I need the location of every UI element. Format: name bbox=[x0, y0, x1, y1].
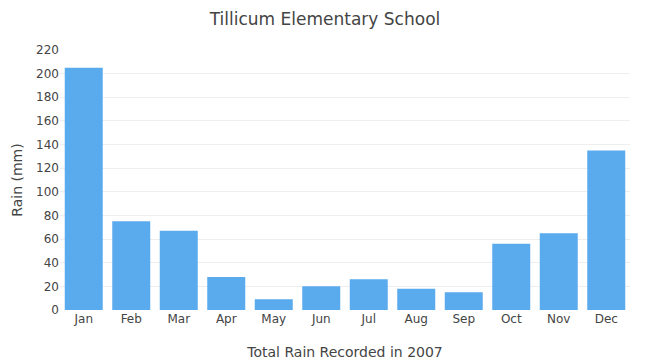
svg-text:140: 140 bbox=[36, 138, 59, 152]
svg-text:Tillicum Elementary School: Tillicum Elementary School bbox=[209, 9, 441, 29]
svg-text:180: 180 bbox=[36, 90, 59, 104]
svg-text:200: 200 bbox=[36, 67, 59, 81]
svg-text:Mar: Mar bbox=[167, 312, 190, 326]
svg-text:160: 160 bbox=[36, 114, 59, 128]
svg-text:100: 100 bbox=[36, 185, 59, 199]
svg-text:0: 0 bbox=[51, 303, 59, 317]
svg-text:80: 80 bbox=[44, 209, 59, 223]
svg-text:220: 220 bbox=[36, 43, 59, 57]
svg-text:Dec: Dec bbox=[595, 312, 618, 326]
svg-text:Total Rain Recorded in 2007: Total Rain Recorded in 2007 bbox=[246, 344, 443, 360]
svg-text:Nov: Nov bbox=[547, 312, 570, 326]
svg-text:Sep: Sep bbox=[452, 312, 475, 326]
svg-text:May: May bbox=[261, 312, 286, 326]
svg-text:Oct: Oct bbox=[501, 312, 522, 326]
svg-text:Rain (mm): Rain (mm) bbox=[9, 143, 25, 216]
svg-text:Jun: Jun bbox=[311, 312, 331, 326]
svg-text:40: 40 bbox=[44, 256, 59, 270]
svg-text:Jul: Jul bbox=[361, 312, 376, 326]
svg-text:120: 120 bbox=[36, 161, 59, 175]
svg-text:20: 20 bbox=[44, 280, 59, 294]
svg-text:Jan: Jan bbox=[74, 312, 94, 326]
svg-text:Aug: Aug bbox=[405, 312, 428, 326]
svg-text:Apr: Apr bbox=[216, 312, 237, 326]
svg-text:60: 60 bbox=[44, 232, 59, 246]
svg-text:Feb: Feb bbox=[121, 312, 142, 326]
